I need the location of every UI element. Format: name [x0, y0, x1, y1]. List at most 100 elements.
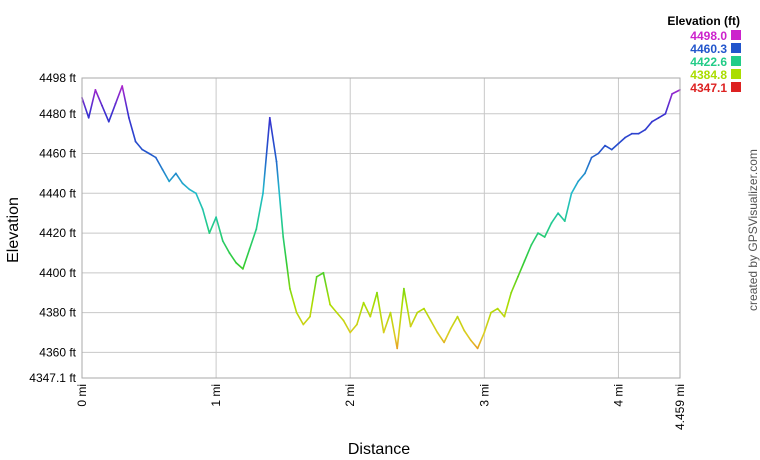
elevation-point — [282, 236, 285, 238]
elevation-line — [81, 85, 681, 350]
elevation-point — [275, 160, 278, 163]
elevation-point — [107, 120, 110, 123]
elevation-points — [81, 85, 681, 350]
elevation-point — [429, 319, 432, 322]
elevation-point — [148, 152, 151, 155]
elevation-point — [624, 136, 626, 139]
legend-swatch — [731, 30, 741, 40]
legend-swatch — [731, 82, 741, 92]
elevation-point — [396, 347, 399, 350]
elevation-point — [463, 329, 466, 332]
elevation-point — [651, 120, 653, 123]
elevation-point — [631, 132, 633, 135]
elevation-point — [443, 341, 445, 344]
elevation-point — [309, 315, 311, 318]
y-tick-label: 4460 ft — [39, 147, 76, 161]
elevation-point — [557, 212, 559, 215]
y-tick-label: 4440 ft — [39, 186, 76, 200]
elevation-point — [235, 262, 238, 264]
elevation-point — [322, 271, 325, 274]
y-tick-label: 4420 ft — [39, 226, 76, 240]
elevation-point — [329, 303, 331, 306]
elevation-point — [664, 112, 667, 115]
y-tick-label: 4400 ft — [39, 266, 76, 280]
x-tick-label: 0 mi — [75, 384, 89, 407]
elevation-point — [114, 102, 117, 105]
elevation-point — [154, 156, 157, 159]
elevation-point — [577, 180, 580, 183]
legend-swatch — [731, 43, 741, 53]
elevation-point — [248, 248, 251, 250]
elevation-point — [195, 192, 197, 195]
elevation-point — [175, 172, 177, 175]
elevation-point — [356, 323, 358, 326]
elevation-point — [456, 315, 459, 318]
elevation-point — [302, 323, 305, 326]
elevation-point — [228, 252, 231, 254]
elevation-point — [242, 268, 244, 270]
x-tick-label: 3 mi — [477, 384, 491, 407]
elevation-point — [201, 208, 204, 211]
elevation-point — [610, 148, 613, 151]
x-tick-label: 1 mi — [209, 384, 223, 407]
elevation-point — [255, 228, 258, 231]
elevation-point — [268, 116, 271, 119]
elevation-point — [543, 236, 546, 238]
elevation-point — [537, 232, 539, 235]
y-tick-label: 4498 ft — [39, 71, 76, 85]
elevation-point — [423, 307, 425, 310]
elevation-point — [584, 172, 586, 175]
elevation-point — [470, 339, 472, 342]
elevation-point — [181, 182, 184, 185]
elevation-point — [671, 93, 673, 95]
elevation-point — [127, 116, 130, 119]
elevation-point — [490, 311, 492, 314]
credit-text: created by GPSVisualizer.com — [746, 149, 760, 311]
elevation-point — [657, 116, 660, 119]
elevation-point — [376, 291, 378, 294]
elevation-point — [87, 116, 90, 119]
y-axis-ticks: 4347.1 ft 4360 ft 4380 ft 4400 ft 4420 ft 444… — [29, 71, 76, 385]
elevation-point — [530, 244, 533, 246]
elevation-point — [503, 315, 506, 318]
legend-label: 4384.8 — [690, 68, 727, 82]
elevation-point — [262, 192, 264, 195]
elevation-point — [449, 327, 452, 330]
elevation-point — [101, 104, 103, 107]
elevation-point — [94, 89, 97, 91]
elevation-point — [416, 311, 419, 314]
elevation-point — [168, 180, 171, 183]
elevation-point — [362, 301, 365, 304]
x-tick-label: 4 mi — [611, 384, 625, 407]
elevation-point — [335, 311, 338, 314]
elevation-point — [563, 220, 566, 223]
elevation-point — [597, 152, 600, 155]
elevation-point — [523, 260, 526, 262]
elevation-point — [342, 319, 345, 322]
y-axis-title: Elevation — [5, 197, 22, 263]
legend-swatch — [731, 56, 741, 66]
elevation-point — [215, 216, 218, 219]
legend-swatch — [731, 69, 741, 79]
legend-label: 4460.3 — [690, 42, 727, 56]
elevation-point — [637, 132, 640, 135]
elevation-point — [369, 315, 372, 318]
legend-title: Elevation (ft) — [667, 14, 740, 28]
elevation-point — [436, 331, 439, 334]
elevation-point — [315, 275, 318, 278]
elevation-point — [295, 311, 298, 314]
elevation-point — [644, 128, 647, 131]
x-axis-ticks: 0 mi 1 mi 2 mi 3 mi 4 mi 4.459 mi — [75, 384, 687, 430]
y-tick-label: 4380 ft — [39, 306, 76, 320]
x-tick-label: 2 mi — [343, 384, 357, 407]
elevation-point — [510, 291, 513, 294]
plot-frame — [81, 77, 681, 379]
elevation-point — [289, 287, 291, 290]
elevation-point — [161, 168, 164, 171]
elevation-point — [134, 140, 137, 143]
legend-label: 4498.0 — [690, 29, 727, 43]
y-tick-label: 4480 ft — [39, 107, 76, 121]
elevation-point — [550, 222, 553, 225]
